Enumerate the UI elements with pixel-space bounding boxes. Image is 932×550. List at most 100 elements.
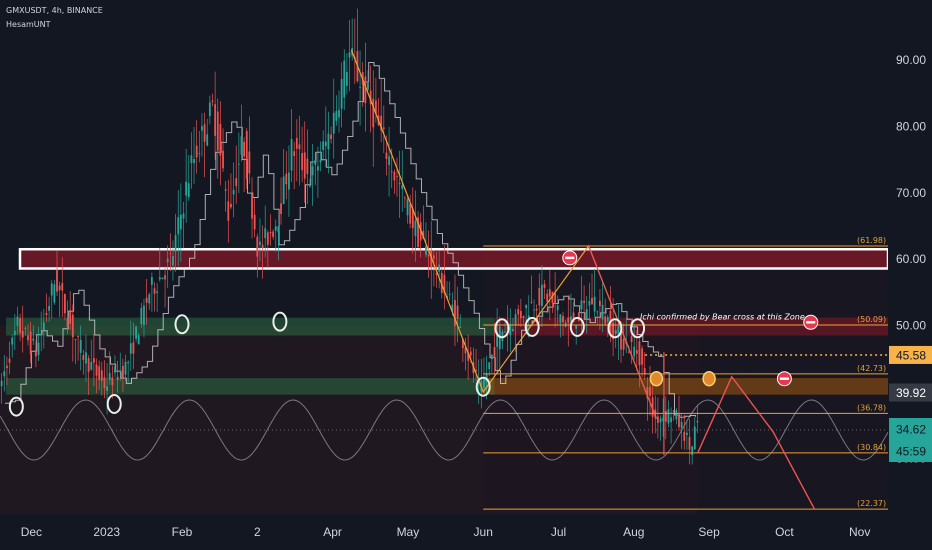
candle-body xyxy=(583,300,586,304)
candle-body xyxy=(596,311,599,313)
candle-body xyxy=(71,314,74,338)
price-badge xyxy=(889,383,932,402)
candle-body xyxy=(290,138,293,171)
candle-body xyxy=(187,183,190,198)
time-tick: Aug xyxy=(623,525,644,539)
candle-body xyxy=(346,71,348,86)
candle-body xyxy=(393,171,396,181)
sine-cycle-indicator xyxy=(0,399,889,461)
candle-body xyxy=(314,159,317,165)
stop-icon-bar xyxy=(779,377,789,380)
candle-body xyxy=(475,369,477,372)
zone-red xyxy=(20,249,888,269)
candle-body xyxy=(546,293,549,302)
zone-green xyxy=(6,317,495,336)
candle-body xyxy=(303,152,306,179)
candle-body xyxy=(591,297,593,305)
candle-body xyxy=(182,213,185,219)
candle-body xyxy=(496,331,499,347)
candle-body xyxy=(327,133,330,150)
candle-body xyxy=(90,362,93,370)
candle-body xyxy=(98,366,101,381)
fib-label: (22.37) xyxy=(857,499,886,508)
price-tick: 70.00 xyxy=(896,186,926,200)
candle-body xyxy=(490,354,493,360)
candle-body xyxy=(628,351,630,353)
candle-body xyxy=(214,104,217,136)
candle-body xyxy=(145,297,148,303)
candle-body xyxy=(435,273,438,275)
candle-body xyxy=(121,365,124,379)
price-axis xyxy=(888,0,932,550)
fib-label: (36.78) xyxy=(857,403,886,412)
candle-body xyxy=(193,159,195,164)
candle-body xyxy=(293,151,296,156)
candle-body xyxy=(577,312,580,321)
pivot-circle xyxy=(272,311,288,332)
candle-body xyxy=(535,308,538,311)
candle-body xyxy=(567,317,570,324)
candle-body xyxy=(385,152,388,159)
candle-body xyxy=(274,226,277,231)
time-tick: 2023 xyxy=(93,525,120,539)
price-badge xyxy=(889,440,932,462)
candle-body xyxy=(16,316,19,326)
fibonacci-levels: (61.98) (50.09) (42.73) (36.78) (30.84) (22.3… xyxy=(483,236,888,510)
swing-line-red xyxy=(588,245,657,419)
candle-body xyxy=(656,416,659,423)
candle-body xyxy=(235,178,238,187)
candle-body xyxy=(177,217,180,235)
candle-body xyxy=(403,197,406,199)
time-tick: Dec xyxy=(21,525,42,539)
candle-body xyxy=(388,156,390,165)
candle-body xyxy=(158,277,161,280)
candle-body xyxy=(148,294,151,304)
candle-body xyxy=(417,217,419,247)
candle-body xyxy=(13,330,16,336)
time-tick: Sep xyxy=(698,525,720,539)
candle-body xyxy=(622,338,625,350)
candle-body xyxy=(48,305,50,311)
time-tick: Feb xyxy=(172,525,193,539)
zone-orange xyxy=(483,378,888,395)
price-tick: 90.00 xyxy=(896,53,926,67)
candle-body xyxy=(530,302,533,303)
candle-body xyxy=(533,309,535,311)
stop-icon-bar xyxy=(806,321,816,324)
candle-body xyxy=(543,284,546,288)
candle-body xyxy=(56,269,58,292)
candle-body xyxy=(124,361,127,375)
candle-body xyxy=(522,315,525,319)
candle-body xyxy=(432,255,435,259)
candle-body xyxy=(243,141,246,157)
candle-body xyxy=(282,176,285,204)
candle-body xyxy=(461,339,464,349)
candle-body xyxy=(264,228,267,239)
fib-label: (61.98) xyxy=(857,236,886,245)
candle-body xyxy=(670,417,672,423)
candle-body xyxy=(380,115,383,131)
candle-body xyxy=(672,410,675,412)
candle-body xyxy=(156,291,159,293)
candle-body xyxy=(45,312,48,316)
time-tick: 2 xyxy=(254,525,261,539)
candle-body xyxy=(372,98,375,128)
candle-body xyxy=(427,254,430,257)
candle-body xyxy=(683,431,686,441)
candle-body xyxy=(301,153,304,171)
candle-body xyxy=(667,409,670,424)
candle-body xyxy=(224,189,227,191)
candle-body xyxy=(288,172,290,190)
candle-body xyxy=(425,246,427,255)
candle-body xyxy=(469,351,472,356)
candle-body xyxy=(285,173,288,185)
candle-body xyxy=(256,236,259,257)
candle-body xyxy=(390,171,393,173)
candle-body xyxy=(638,341,641,366)
candle-body xyxy=(570,316,572,321)
price-badge-label: 34.62 xyxy=(896,423,926,437)
candle-body xyxy=(562,315,564,323)
candle-body xyxy=(641,348,643,365)
